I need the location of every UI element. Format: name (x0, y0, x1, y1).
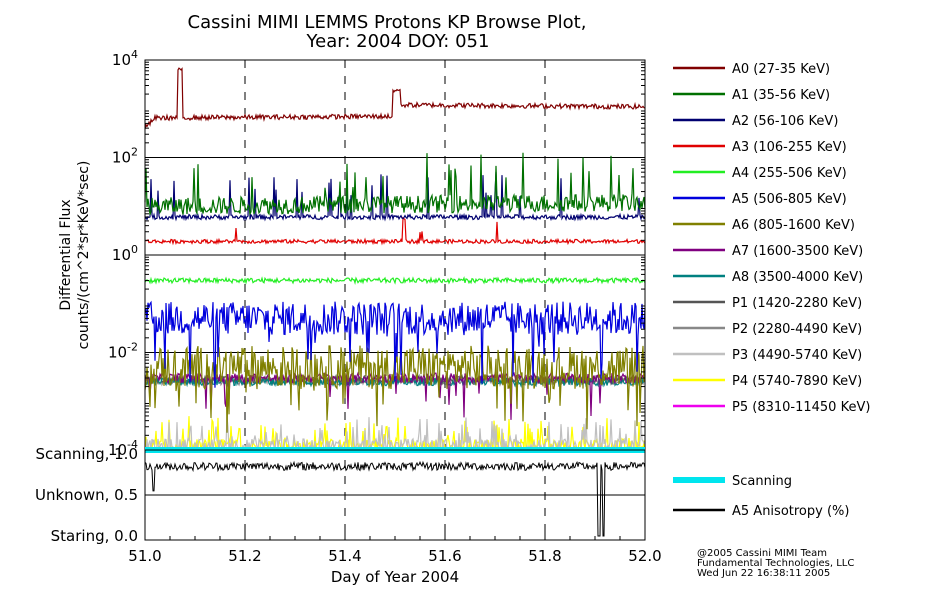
legend-label: A7 (1600-3500 KeV) (732, 244, 863, 259)
x-tick-label: 52.0 (628, 547, 661, 565)
title-line-1: Cassini MIMI LEMMS Protons KP Browse Plo… (188, 12, 587, 33)
flux-series-line (144, 276, 646, 285)
legend-label: A6 (805-1600 KeV) (732, 218, 855, 233)
x-tick-label: 51.6 (428, 547, 461, 565)
mode-panel: Scanning, 1.0 Unknown, 0.5 Staring, 0.0 51… (35, 445, 662, 586)
y-tick-label: 10-2 (108, 341, 138, 362)
x-tick-label: 51.2 (228, 547, 261, 565)
y-tick-exponent: 4 (131, 48, 138, 61)
legend-label: A2 (56-106 KeV) (732, 114, 838, 129)
y-tick-base: 10 (112, 51, 131, 69)
y-tick-label: 102 (112, 146, 138, 167)
y-tick-label: 104 (112, 48, 138, 69)
credits-line-1: @2005 Cassini MIMI Team (697, 548, 827, 559)
legend-label: A0 (27-35 KeV) (732, 62, 830, 77)
legend-label: A3 (106-255 KeV) (732, 140, 847, 155)
y-tick-label: 10-4 (108, 438, 138, 459)
legend-label: P5 (8310-11450 KeV) (732, 400, 870, 415)
legend-label: A5 Anisotropy (%) (732, 504, 849, 519)
y-tick-base: 10 (108, 441, 127, 459)
x-tick-label: 51.4 (328, 547, 361, 565)
legend-label: Scanning (732, 474, 792, 489)
y-tick-base: 10 (112, 246, 131, 264)
x-tick-label: 51.8 (528, 547, 561, 565)
legend-flux: A0 (27-35 KeV) A1 (35-56 KeV) A2 (56-106 K… (673, 62, 870, 415)
y-tick-base: 10 (112, 149, 131, 167)
legend-label: A8 (3500-4000 KeV) (732, 270, 863, 285)
legend-label: P2 (2280-4490 KeV) (732, 322, 862, 337)
x-axis-label: Day of Year 2004 (331, 568, 459, 586)
mode-y-axis: Scanning, 1.0 Unknown, 0.5 Staring, 0.0 (35, 445, 138, 545)
credits: @2005 Cassini MIMI Team Fundamental Tech… (697, 548, 854, 579)
legend-label: P3 (4490-5740 KeV) (732, 348, 862, 363)
y-axis-label-line-2: counts/(cm^2*sr*KeV*sec) (76, 161, 92, 350)
anisotropy-line (144, 460, 646, 537)
mode-series-group (144, 447, 646, 537)
credits-line-3: Wed Jun 22 16:38:11 2005 (697, 568, 830, 579)
x-axis: 51.0 51.2 51.4 51.6 51.8 52.0 (128, 532, 662, 565)
legend-label: A4 (255-506 KeV) (732, 166, 847, 181)
y-tick-label: 100 (112, 243, 138, 264)
y-tick-exponent: -2 (127, 341, 138, 354)
y-tick-exponent: 2 (131, 146, 138, 159)
flux-series-line (145, 216, 646, 246)
legend-label: A5 (506-805 KeV) (732, 192, 847, 207)
credits-line-2: Fundamental Technologies, LLC (697, 558, 854, 569)
x-tick-label: 51.0 (128, 547, 161, 565)
mode-y-tick-label: Staring, 0.0 (51, 527, 138, 545)
mode-y-tick-label: Scanning, 1.0 (35, 445, 138, 463)
y-tick-exponent: -4 (127, 438, 138, 451)
legend-label: A1 (35-56 KeV) (732, 88, 830, 103)
legend-label: P4 (5740-7890 KeV) (732, 374, 862, 389)
y-tick-exponent: 0 (131, 243, 138, 256)
legend-mode: Scanning A5 Anisotropy (%) (673, 474, 849, 519)
y-axis-label-line-1: Differential Flux (58, 199, 74, 310)
legend-label: P1 (1420-2280 KeV) (732, 296, 862, 311)
y-tick-base: 10 (108, 344, 127, 362)
title-line-2: Year: 2004 DOY: 051 (306, 31, 490, 52)
mode-y-tick-label: Unknown, 0.5 (35, 486, 138, 504)
flux-series-group (144, 67, 646, 453)
flux-series-line (144, 300, 646, 388)
flux-series-line (144, 67, 646, 130)
flux-series-line (144, 152, 646, 216)
